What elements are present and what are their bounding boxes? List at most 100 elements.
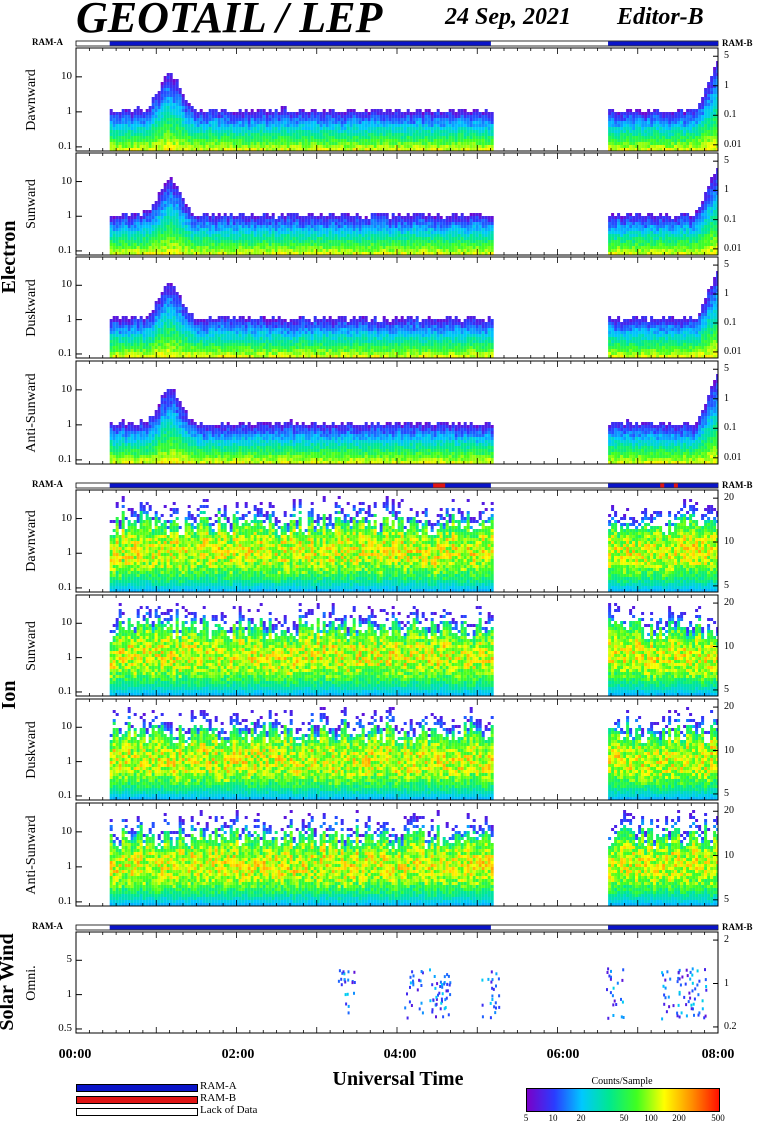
y2-tick-label: 10 bbox=[724, 850, 734, 861]
colorbar bbox=[526, 1088, 720, 1112]
y-tick-label: 10 bbox=[30, 825, 72, 837]
group-label-ion: Ion bbox=[0, 675, 22, 715]
spectrogram-image bbox=[109, 61, 718, 151]
y2-tick-label: 10 bbox=[724, 536, 734, 547]
colorbar-title: Counts/Sample bbox=[526, 1076, 718, 1087]
y-tick-label: 1 bbox=[30, 418, 73, 430]
spectrogram-image bbox=[109, 496, 718, 592]
ram-label-right: RAM-B bbox=[722, 38, 753, 48]
panel-y-label: Sunward bbox=[24, 149, 42, 259]
colorbar-tick-label: 10 bbox=[541, 1113, 565, 1123]
y-tick-label: 10 bbox=[30, 720, 72, 732]
legend-label-lack: Lack of Data bbox=[200, 1104, 257, 1116]
ram-a-segment bbox=[608, 41, 718, 46]
ram-label-left: RAM-A bbox=[32, 37, 63, 47]
colorbar-tick-label: 5 bbox=[514, 1113, 538, 1123]
ram-label-left: RAM-A bbox=[32, 479, 63, 489]
spectrogram-image bbox=[109, 271, 718, 358]
y2-tick-label: 20 bbox=[724, 701, 734, 712]
spectrogram-image bbox=[109, 374, 718, 464]
ram-a-segment bbox=[608, 925, 718, 930]
spectrogram-image bbox=[109, 168, 718, 255]
y-tick-label: 10 bbox=[30, 278, 72, 290]
y-tick-label: 0.1 bbox=[30, 453, 72, 465]
spectrogram-image bbox=[337, 967, 708, 1021]
y2-tick-label: 5 bbox=[724, 684, 729, 695]
y-tick-label: 10 bbox=[30, 70, 72, 82]
y2-tick-label: 0.1 bbox=[724, 317, 737, 328]
colorbar-tick-label: 50 bbox=[612, 1113, 636, 1123]
y2-tick-label: 20 bbox=[724, 805, 734, 816]
y-tick-label: 0.1 bbox=[30, 581, 72, 593]
y2-tick-label: 0.2 bbox=[724, 1021, 737, 1032]
y2-tick-label: 10 bbox=[724, 641, 734, 652]
x-axis-label: Universal Time bbox=[310, 1068, 486, 1091]
plot-title: GEOTAIL / LEP bbox=[76, 0, 382, 43]
y2-tick-label: 0.01 bbox=[724, 346, 742, 357]
y-tick-label: 0.1 bbox=[30, 685, 72, 697]
spectrogram-image bbox=[109, 810, 718, 906]
y-tick-label: 0.1 bbox=[30, 140, 72, 152]
colorbar-tick-label: 500 bbox=[706, 1113, 730, 1123]
x-tick-label: 02:00 bbox=[208, 1047, 268, 1063]
plot-editor: Editor-B bbox=[617, 4, 704, 31]
spectrogram-image bbox=[109, 707, 718, 800]
ram-a-segment bbox=[109, 41, 491, 46]
ram-label-right: RAM-B bbox=[722, 922, 753, 932]
legend-swatch-ram-b bbox=[76, 1096, 198, 1104]
plot-date: 24 Sep, 2021 bbox=[445, 4, 571, 31]
y2-tick-label: 0.01 bbox=[724, 452, 742, 463]
panel-y-label: Sunward bbox=[24, 591, 42, 701]
y-tick-label: 0.1 bbox=[30, 244, 72, 256]
x-tick-label: 04:00 bbox=[370, 1047, 430, 1063]
y-tick-label: 1 bbox=[30, 105, 73, 117]
y-tick-label: 0.1 bbox=[30, 347, 72, 359]
legend-swatch-ram-a bbox=[76, 1084, 198, 1092]
ram-label-right: RAM-B bbox=[722, 480, 753, 490]
y-tick-label: 1 bbox=[30, 755, 73, 767]
y2-tick-label: 5 bbox=[724, 788, 729, 799]
y-tick-label: 10 bbox=[30, 512, 72, 524]
y2-tick-label: 0.1 bbox=[724, 109, 737, 120]
panel-y-label: Omni. bbox=[24, 928, 42, 1038]
y2-tick-label: 1 bbox=[724, 184, 729, 195]
legend-swatch-lack bbox=[76, 1108, 198, 1116]
ram-label-left: RAM-A bbox=[32, 921, 63, 931]
y2-tick-label: 20 bbox=[724, 492, 734, 503]
ram-a-segment bbox=[109, 925, 491, 930]
y-tick-label: 10 bbox=[30, 383, 72, 395]
group-label-electron: Electron bbox=[0, 197, 22, 317]
y2-tick-label: 1 bbox=[724, 288, 729, 299]
y2-tick-label: 1 bbox=[724, 80, 729, 91]
y2-tick-label: 0.01 bbox=[724, 243, 742, 254]
ram-b-segment bbox=[660, 483, 665, 488]
y-tick-label: 1 bbox=[30, 209, 73, 221]
ram-b-segment bbox=[673, 483, 678, 488]
y2-tick-label: 5 bbox=[724, 363, 729, 374]
x-tick-label: 00:00 bbox=[45, 1047, 105, 1063]
x-tick-label: 08:00 bbox=[688, 1047, 748, 1063]
colorbar-tick-label: 100 bbox=[639, 1113, 663, 1123]
panel-y-label: Dawnward bbox=[24, 486, 42, 596]
y2-tick-label: 5 bbox=[724, 259, 729, 270]
y-tick-label: 1 bbox=[30, 651, 73, 663]
y2-tick-label: 10 bbox=[724, 745, 734, 756]
legend-label-ram-a: RAM-A bbox=[200, 1080, 237, 1092]
y-tick-label: 0.1 bbox=[30, 895, 72, 907]
colorbar-tick-label: 200 bbox=[667, 1113, 691, 1123]
panel-y-label: Anti-Sunward bbox=[24, 800, 42, 910]
group-label-solar-wind: Solar Wind bbox=[0, 922, 20, 1042]
colorbar-tick-label: 20 bbox=[569, 1113, 593, 1123]
y-tick-label: 1 bbox=[30, 313, 73, 325]
panel-y-label: Dawnward bbox=[24, 45, 42, 155]
legend-label-ram-b: RAM-B bbox=[200, 1092, 236, 1104]
y-tick-label: 5 bbox=[30, 953, 73, 965]
panel-y-label: Anti-Sunward bbox=[24, 358, 42, 468]
y2-tick-label: 1 bbox=[724, 978, 729, 989]
y2-tick-label: 1 bbox=[724, 393, 729, 404]
x-tick-label: 06:00 bbox=[533, 1047, 593, 1063]
y2-tick-label: 0.1 bbox=[724, 214, 737, 225]
y-tick-label: 1 bbox=[30, 988, 73, 1000]
